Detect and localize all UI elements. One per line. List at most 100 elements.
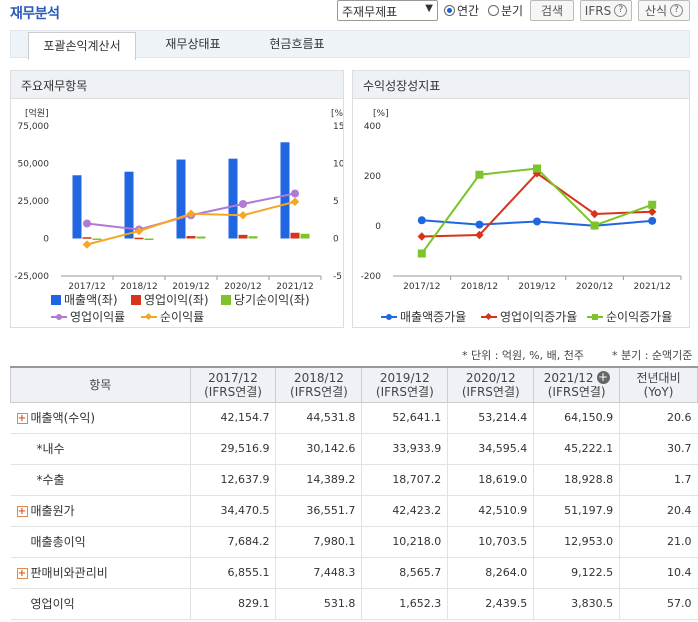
period-basis: (IFRS연결) (204, 384, 262, 399)
data-point (239, 200, 247, 208)
column-header-period: 2017/12 (IFRS연결) (189, 366, 277, 403)
legend-net-income-growth: 순이익증가율 (587, 308, 672, 325)
data-point (134, 226, 144, 236)
add-column-icon[interactable]: + (596, 369, 610, 384)
expand-row-icon[interactable]: + (16, 413, 28, 424)
yoy-cell: 21.0 (619, 526, 698, 558)
data-point (647, 207, 657, 216)
ifrs-button[interactable]: IFRS ? (580, 0, 632, 21)
tab-balance-sheet[interactable]: 재무상태표 (143, 31, 243, 59)
legend-label: 영업이익증가율 (500, 310, 578, 324)
table-row: + 매출원가 34,470.5 36,551.7 42,423.2 42,510.9 51,… (10, 495, 698, 527)
yoy-sublabel: (YoY) (643, 384, 674, 399)
data-point (238, 211, 248, 220)
value-cell: 18,928.8 (533, 464, 620, 496)
y-tick-label: 200 (364, 172, 381, 182)
bar (72, 175, 82, 239)
y-right-tick-label: -5 (333, 272, 342, 282)
quarter-note: * 분기 : 순액기준 (612, 349, 693, 362)
value-cell: 12,637.9 (189, 464, 276, 496)
value-cell: 10,703.5 (447, 526, 534, 558)
value-cell: 44,531.8 (275, 402, 362, 434)
y-left-unit: [억원] (25, 107, 49, 119)
legend-label: 매출액(좌) (64, 293, 118, 307)
value-cell: 29,516.9 (189, 433, 276, 465)
row-label[interactable]: 매출원가 (30, 504, 75, 518)
formula-button[interactable]: 산식 ? (638, 0, 690, 21)
help-icon: ? (614, 4, 628, 17)
statement-type-select[interactable]: 주재무제표 ▼ (337, 0, 438, 21)
legend-swatch (51, 294, 61, 305)
table-row: + 판매비와관리비 6,855.1 7,448.3 8,565.7 8,264.0 9,12… (10, 557, 698, 589)
quarter-radio[interactable]: 분기 (488, 2, 523, 19)
value-cell: 53,214.4 (447, 402, 534, 434)
expand-row-icon[interactable]: + (16, 568, 28, 579)
value-cell: 6,855.1 (189, 557, 276, 589)
yoy-cell: 10.4 (619, 557, 698, 589)
y-tick-label: 0 (375, 222, 381, 232)
legend-swatch (221, 294, 231, 305)
x-tick-label: 2020/12 (576, 282, 613, 292)
value-cell: 531.8 (275, 588, 362, 620)
value-cell: 18,707.2 (361, 464, 448, 496)
data-point (417, 249, 426, 258)
value-cell: 42,510.9 (447, 495, 534, 527)
row-label-cell: *수출 (10, 464, 191, 496)
legend-line-marker (481, 313, 497, 321)
bar (238, 234, 248, 239)
help-icon: ? (670, 4, 684, 17)
column-header-period: 2018/12 (IFRS연결) (275, 366, 363, 403)
value-cell: 7,448.3 (275, 557, 362, 589)
y-left-tick-label: 75,000 (18, 122, 50, 132)
y-unit: [%] (373, 109, 389, 119)
y-tick-label: -200 (361, 272, 382, 282)
data-point (290, 197, 300, 206)
data-point (291, 189, 299, 198)
x-tick-label: 2019/12 (518, 282, 555, 292)
tab-income-statement[interactable]: 포괄손익계산서 (28, 32, 136, 60)
row-label-cell: *내수 (10, 433, 191, 465)
bar (92, 238, 102, 240)
data-point (475, 170, 484, 179)
period-basis: (IFRS연결) (461, 384, 520, 399)
tab-label: 포괄손익계산서 (43, 39, 121, 53)
period-date: 2018/12 (294, 370, 344, 385)
data-point (533, 217, 541, 226)
period-basis: (IFRS연결) (547, 384, 606, 399)
annual-radio[interactable]: 연간 (444, 2, 479, 19)
value-cell: 2,439.5 (447, 588, 534, 620)
yoy-cell: 57.0 (619, 588, 698, 620)
x-tick-label: 2019/12 (172, 282, 209, 292)
value-cell: 34,595.4 (447, 433, 534, 465)
table-row: *수출 12,637.9 14,389.2 18,707.2 18,619.0 18,92… (10, 464, 698, 496)
table-row: + 매출액(수익) 42,154.7 44,531.8 52,641.1 53,214.4… (10, 402, 698, 434)
yoy-cell: 20.4 (619, 495, 698, 527)
value-cell: 30,142.6 (275, 433, 362, 465)
value-cell: 12,953.0 (533, 526, 620, 558)
radio-selected-icon (444, 5, 455, 16)
legend-line-marker (51, 313, 67, 321)
ifrs-button-label: IFRS (584, 3, 612, 18)
x-tick-label: 2017/12 (68, 282, 105, 292)
row-label: 영업이익 (30, 597, 75, 611)
search-button[interactable]: 검색 (530, 0, 574, 21)
y-tick-label: 400 (364, 122, 381, 132)
statement-tabs: 포괄손익계산서 재무상태표 현금흐름표 (10, 30, 690, 60)
bar (134, 237, 144, 240)
row-label[interactable]: 판매비와관리비 (30, 566, 108, 580)
value-cell: 52,641.1 (361, 402, 448, 434)
growth-indicators-chart: [%] 400 200 0 -200 2017/12 2018/12 2019/12 2020/… (361, 109, 682, 292)
search-button-label: 검색 (540, 4, 564, 18)
row-label: 매출총이익 (30, 535, 86, 549)
tab-cash-flow[interactable]: 현금흐름표 (247, 31, 347, 59)
y-right-tick-label: 5 (333, 197, 339, 207)
legend-operating-profit: 영업이익(좌) (131, 291, 209, 308)
row-label-cell: + 매출원가 (10, 495, 191, 527)
legend-label: 매출액증가율 (400, 310, 467, 324)
expand-row-icon[interactable]: + (16, 506, 28, 517)
value-cell: 7,684.2 (189, 526, 276, 558)
data-point (590, 209, 599, 219)
yoy-cell: 20.6 (619, 402, 698, 434)
legend-net-margin: 순이익률 (141, 308, 204, 325)
row-label[interactable]: 매출액(수익) (30, 411, 96, 425)
